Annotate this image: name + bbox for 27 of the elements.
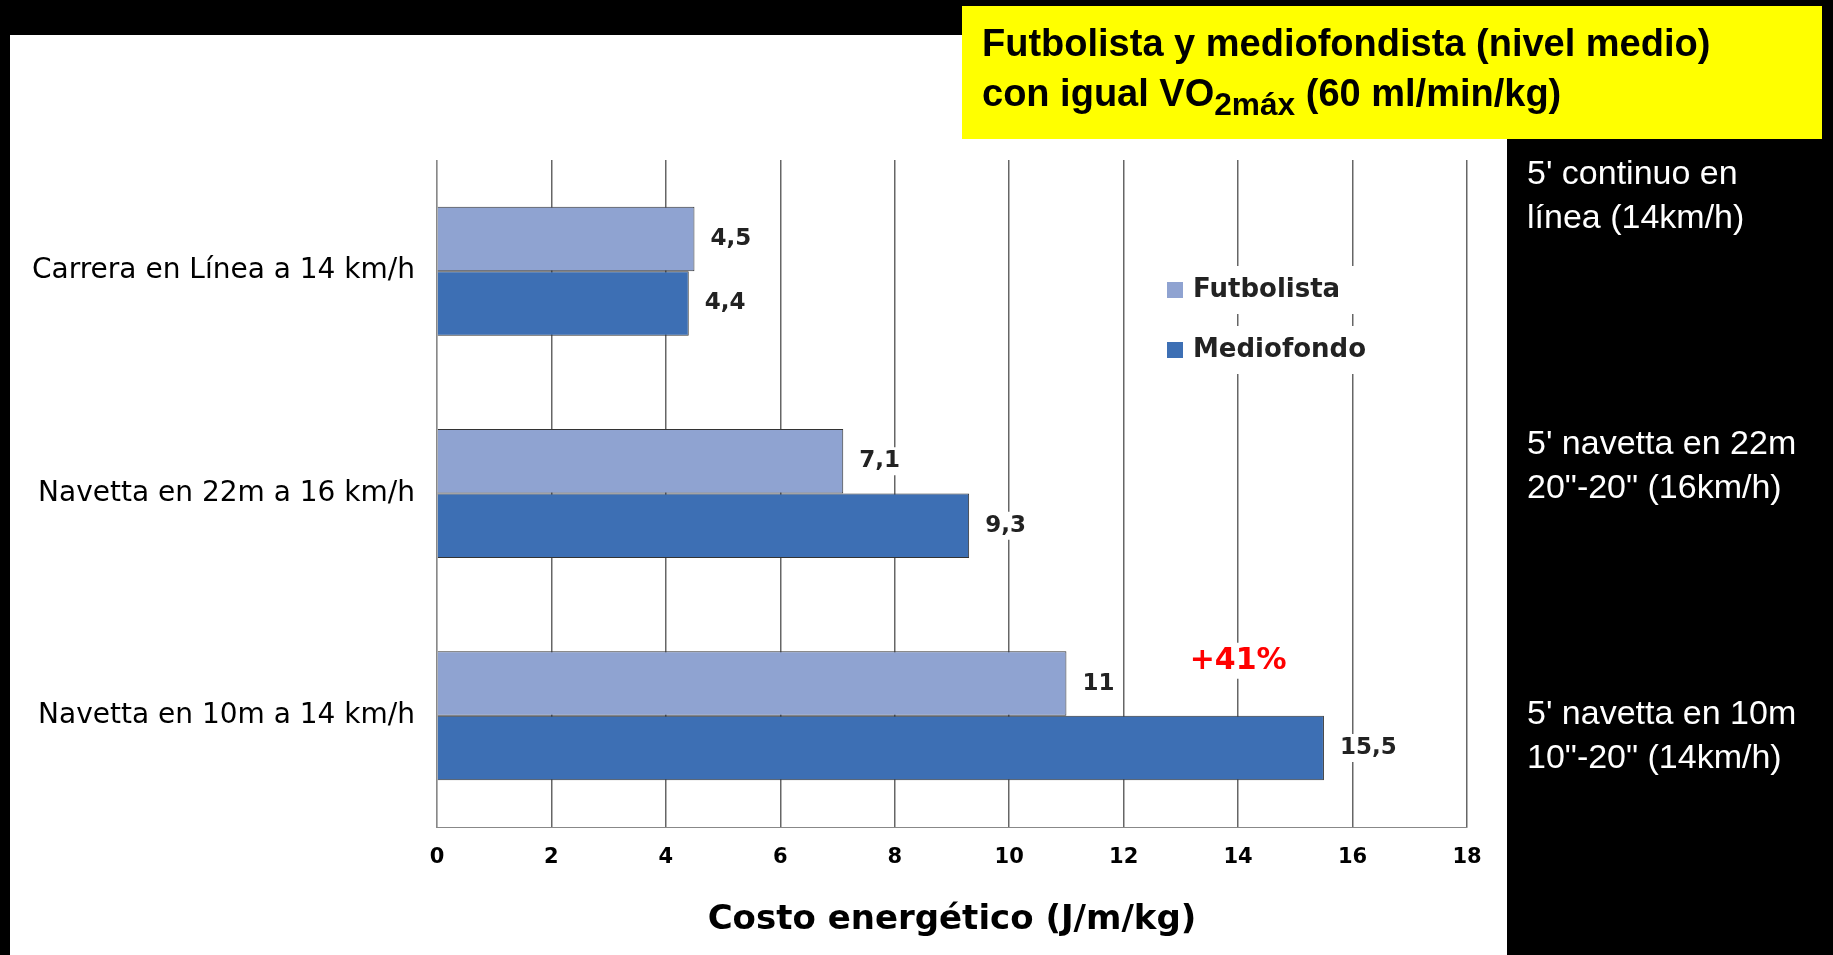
data-label: 9,3 (985, 510, 1026, 537)
data-label: 11 (1082, 668, 1115, 695)
chart-title: Futbolista y mediofondista (nivel medio) con igual VO$_{2máx}$ (60 ml/min/kg) (962, 6, 1822, 139)
legend-label: Futbolista (1193, 272, 1341, 303)
data-label: 7,1 (859, 446, 901, 473)
x-tick-label: 16 (1337, 844, 1368, 869)
text: 5' navetta en 22m 20"-20" (16km/h) (1527, 422, 1798, 507)
text: 5' navetta en 10m 10"-20" (14km/h) (1527, 692, 1798, 777)
data-label: 4,4 (704, 288, 746, 315)
x-tick-label: 2 (544, 844, 559, 869)
x-tick-label: 0 (429, 844, 445, 869)
text: 5' continuo en línea (14km/h) (1527, 152, 1746, 237)
y-tick-label: Navetta en 22m a 16 km/h (38, 474, 415, 508)
x-tick-label: 8 (887, 844, 903, 869)
x-tick-label: 4 (658, 844, 674, 869)
data-label: 4,5 (710, 223, 752, 250)
x-tick-label: 12 (1109, 844, 1139, 869)
annotation: +41% (1189, 640, 1287, 676)
x-tick-label: 10 (994, 844, 1024, 869)
data-label: 15,5 (1339, 733, 1397, 760)
y-tick-label: Carrera en Línea a 14 km/h (31, 252, 415, 286)
legend-label: Mediofondo (1193, 332, 1367, 363)
x-tick-label: 18 (1452, 844, 1482, 869)
y-tick-label: Navetta en 10m a 14 km/h (38, 697, 415, 731)
x-tick-label: 14 (1223, 844, 1253, 869)
x-axis-title: Costo energético (J/m/kg) (707, 897, 1197, 938)
x-tick-label: 6 (773, 844, 788, 869)
